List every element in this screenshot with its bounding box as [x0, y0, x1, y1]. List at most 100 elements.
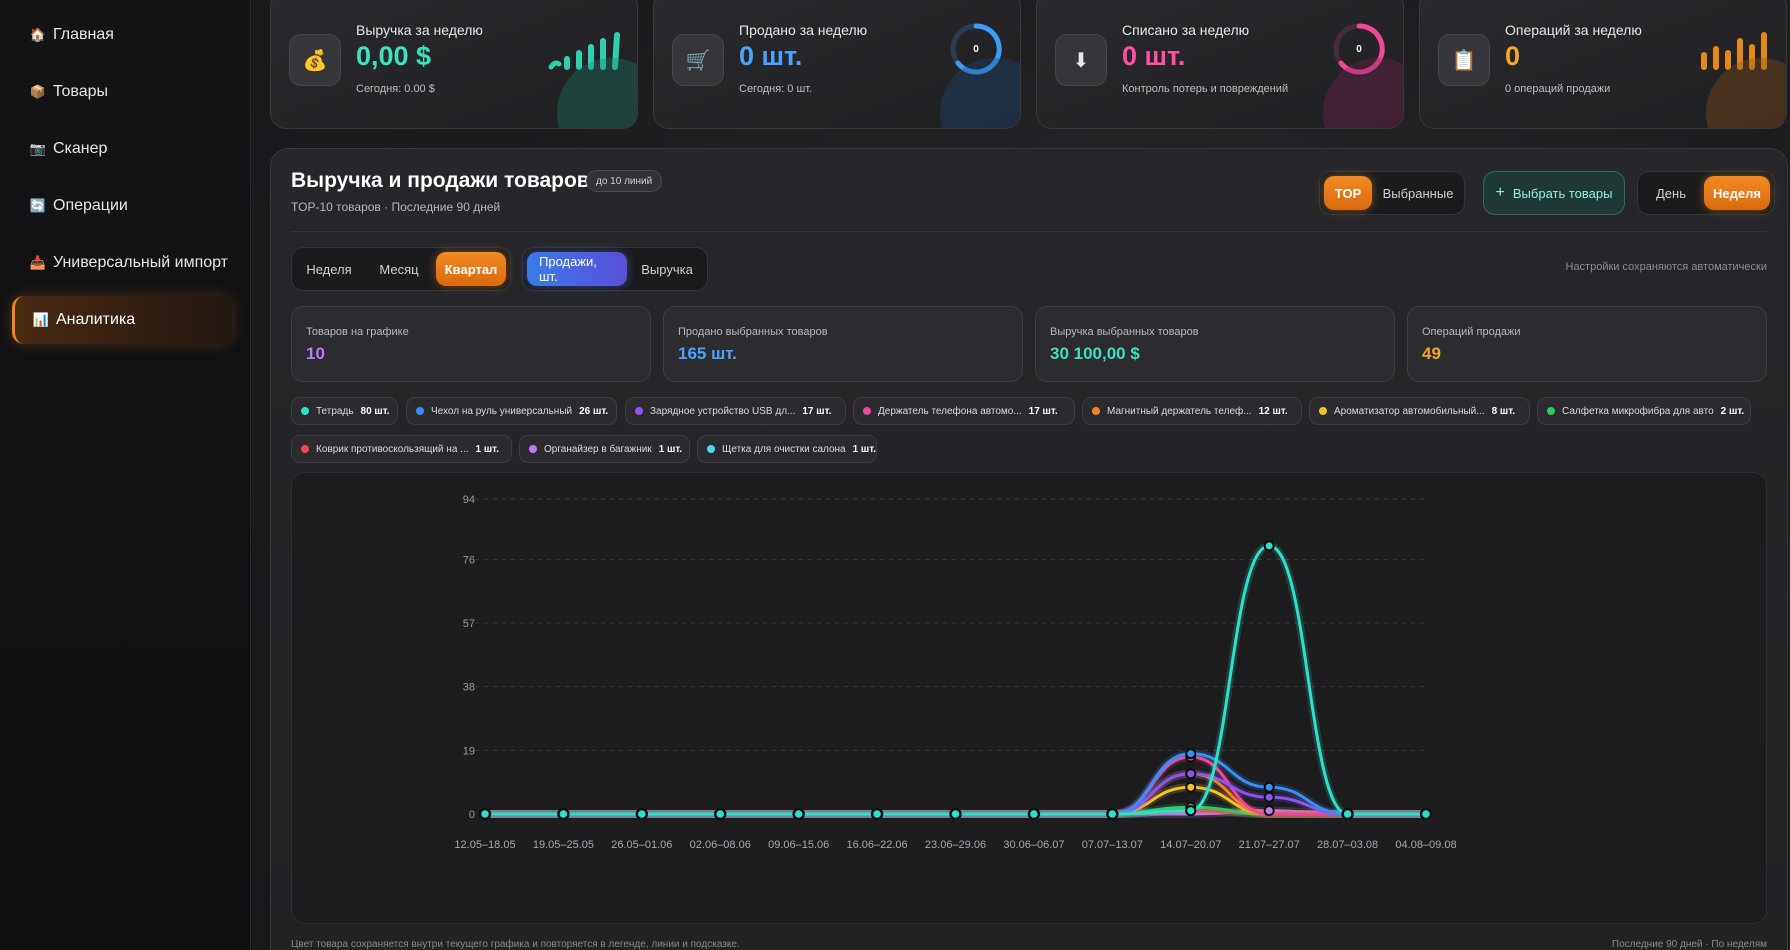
- mode-toggle: TOP Выбранные: [1319, 171, 1465, 215]
- sidebar-item-scanner[interactable]: 📷 Сканер: [12, 125, 232, 173]
- legend-count: 26 шт.: [579, 405, 609, 417]
- kpi-sub: Контроль потерь и повреждений: [1122, 83, 1289, 95]
- sidebar-item-import[interactable]: 📥 Универсальный импорт: [12, 239, 232, 287]
- stat-label: Продано выбранных товаров: [678, 326, 828, 338]
- legend-dot: [707, 445, 715, 453]
- granularity-week-button[interactable]: Неделя: [1704, 176, 1770, 210]
- data-point: [1106, 807, 1119, 821]
- kpi-sub: Сегодня: 0 шт.: [739, 83, 813, 95]
- sidebar-item-label: Операции: [53, 197, 128, 214]
- legend-dot: [1092, 407, 1100, 415]
- kpi-title: Продано за неделю: [739, 22, 868, 38]
- x-tick-label: 14.07–20.07: [1160, 839, 1221, 851]
- legend-chip[interactable]: Тетрадь 80 шт.: [291, 397, 398, 425]
- data-point: [1263, 791, 1275, 803]
- inbox-icon: 📥: [29, 255, 47, 270]
- period-week-button[interactable]: Неделя: [306, 261, 352, 277]
- legend-chip[interactable]: Зарядное устройство USB дл... 17 шт.: [625, 397, 846, 425]
- plus-icon: +: [1495, 184, 1505, 201]
- data-point: [635, 807, 649, 821]
- metric-sales-button[interactable]: Продажи, шт.: [527, 252, 627, 286]
- cart-icon: 🛒: [672, 34, 724, 86]
- period-quarter-button[interactable]: Квартал: [436, 252, 506, 286]
- y-tick-label: 94: [463, 494, 475, 506]
- sidebar-item-operations[interactable]: 🔄 Операции: [12, 182, 232, 230]
- bars-sparkline-icon: [548, 32, 620, 70]
- legend-count: 1 шт.: [658, 443, 683, 455]
- period-month-button[interactable]: Месяц: [379, 261, 419, 277]
- kpi-value: 0 шт.: [1122, 41, 1186, 71]
- legend-count: 2 шт.: [1720, 405, 1745, 417]
- x-tick-label: 19.05–25.05: [533, 839, 594, 851]
- legend-chip[interactable]: Держатель телефона автомо... 17 шт.: [853, 397, 1075, 425]
- data-point: [478, 807, 492, 821]
- granularity-day-button[interactable]: День: [1656, 185, 1686, 201]
- stat-value: 30 100,00 $: [1050, 344, 1140, 363]
- y-tick-label: 38: [463, 682, 475, 694]
- line-chart: 0 19 38 57 76 94 12.05–18.05 19.05–25.05 26.05–0…: [454, 494, 1456, 851]
- sidebar-item-products[interactable]: 📦 Товары: [12, 68, 232, 116]
- mode-selected-button[interactable]: Выбранные: [1382, 185, 1454, 201]
- legend-chip[interactable]: Салфетка микрофибра для авто 2 шт.: [1537, 397, 1751, 425]
- legend-count: 1 шт.: [475, 443, 499, 455]
- data-point: [792, 807, 805, 821]
- metric-revenue-button[interactable]: Выручка: [641, 261, 693, 277]
- house-icon: 🏠: [29, 27, 47, 42]
- data-point: [1185, 748, 1197, 760]
- legend-chip[interactable]: Магнитный держатель телеф... 12 шт.: [1082, 397, 1302, 425]
- legend-label: Держатель телефона автомо...: [878, 405, 1022, 417]
- stat-revenue-selected: Выручка выбранных товаров 30 100,00 $: [1035, 306, 1395, 382]
- box-icon: 📦: [29, 84, 47, 99]
- sidebar-item-label: Универсальный импорт: [53, 254, 228, 271]
- footer-period: Последние 90 дней · По неделям: [1611, 939, 1767, 950]
- legend-chip[interactable]: Чехол на руль универсальный 26 шт.: [406, 397, 617, 425]
- data-point: [1185, 805, 1197, 817]
- chart-container: 0 19 38 57 76 94 12.05–18.05 19.05–25.05 26.05–0…: [291, 472, 1767, 924]
- kpi-sub: 0 операций продажи: [1505, 83, 1611, 95]
- data-point: [1263, 540, 1275, 552]
- series-glow: [481, 749, 1430, 818]
- mode-top-button[interactable]: TOP: [1324, 176, 1372, 210]
- kpi-operations-card: 📋 Операций за неделю 0 0 операций продаж…: [1419, 0, 1787, 129]
- legend-label: Магнитный держатель телеф...: [1107, 405, 1252, 417]
- stat-label: Выручка выбранных товаров: [1050, 326, 1199, 338]
- legend-label: Тетрадь: [316, 405, 354, 417]
- kpi-value: 0 шт.: [739, 41, 803, 71]
- data-point: [714, 807, 727, 821]
- sidebar-item-home[interactable]: 🏠 Главная: [12, 11, 232, 59]
- legend-chip[interactable]: Органайзер в багажник 1 шт.: [519, 435, 690, 463]
- legend-dot: [529, 445, 537, 453]
- kpi-sold-card: 🛒 Продано за неделю 0 шт. Сегодня: 0 шт.…: [653, 0, 1021, 129]
- x-tick-label: 04.08–09.08: [1395, 839, 1456, 851]
- legend-chip[interactable]: Щетка для очистки салона 1 шт.: [697, 435, 877, 463]
- data-point: [949, 807, 962, 821]
- stat-products-on-chart: Товаров на графике 10: [291, 306, 651, 382]
- legend-chip[interactable]: Коврик противоскользящий на ... 1 шт.: [291, 435, 512, 463]
- legend-count: 1 шт.: [852, 443, 877, 455]
- data-point: [870, 807, 884, 821]
- legend-count: 17 шт.: [1028, 405, 1058, 417]
- kpi-title: Выручка за неделю: [356, 22, 483, 38]
- legend-count: 12 шт.: [1258, 405, 1288, 417]
- chart-icon: 📊: [32, 312, 50, 327]
- legend-dot: [1547, 407, 1555, 415]
- granularity-toggle: День Неделя: [1637, 171, 1775, 215]
- data-point: [557, 807, 570, 821]
- sidebar-item-analytics[interactable]: 📊 Аналитика: [12, 296, 232, 344]
- stat-sale-operations: Операций продажи 49: [1407, 306, 1767, 382]
- data-point: [1027, 807, 1041, 821]
- progress-ring-icon: [1333, 23, 1385, 75]
- progress-ring-icon: [950, 23, 1002, 75]
- bars-sparkline-icon: [1701, 32, 1767, 70]
- kpi-revenue-card: 💰 Выручка за неделю 0,00 $ Сегодня: 0.00…: [270, 0, 638, 129]
- legend-label: Зарядное устройство USB дл...: [650, 405, 796, 417]
- y-tick-label: 57: [463, 618, 475, 630]
- kpi-value: 0,00 $: [356, 41, 432, 71]
- autosave-note: Настройки сохраняются автоматически: [1565, 261, 1768, 273]
- legend-chip[interactable]: Ароматизатор автомобильный... 8 шт.: [1309, 397, 1530, 425]
- legend-dot: [416, 407, 424, 415]
- legend-count: 8 шт.: [1491, 405, 1516, 417]
- x-tick-label: 07.07–13.07: [1082, 839, 1143, 851]
- select-products-button[interactable]: + Выбрать товары: [1483, 171, 1625, 215]
- ring-value: 0: [1356, 43, 1362, 55]
